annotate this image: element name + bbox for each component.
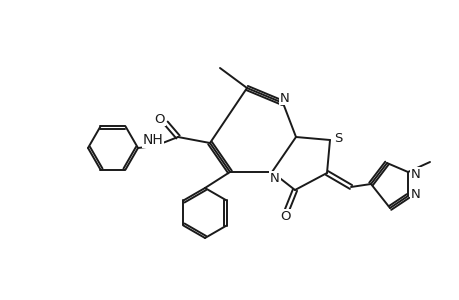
Text: N: N <box>410 167 420 181</box>
Text: O: O <box>280 209 291 223</box>
Text: NH: NH <box>142 133 163 147</box>
Text: O: O <box>154 112 165 125</box>
Text: N: N <box>410 188 420 200</box>
Text: S: S <box>333 131 341 145</box>
Text: N: N <box>269 172 279 184</box>
Text: N: N <box>280 92 289 104</box>
